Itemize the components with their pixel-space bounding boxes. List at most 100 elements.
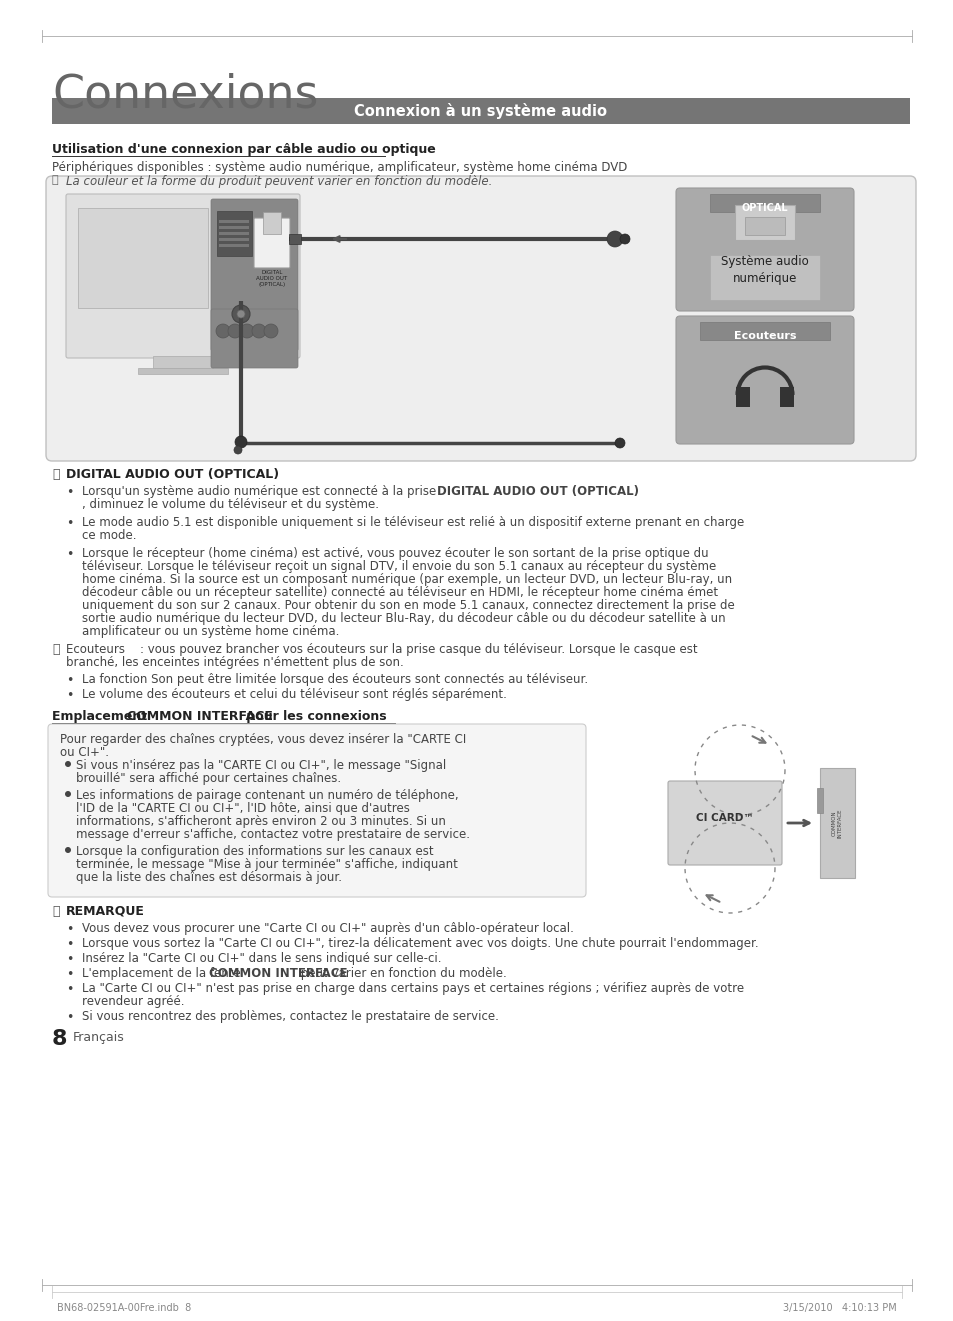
Text: L'emplacement de la fente: L'emplacement de la fente xyxy=(82,967,244,980)
Text: ⓔ: ⓔ xyxy=(52,468,59,481)
Bar xyxy=(52,182,909,454)
Circle shape xyxy=(236,310,245,318)
Text: décodeur câble ou un récepteur satellite) connecté au téléviseur en HDMI, le réc: décodeur câble ou un récepteur satellite… xyxy=(82,587,718,598)
Text: REMARQUE: REMARQUE xyxy=(66,905,145,918)
FancyBboxPatch shape xyxy=(48,724,585,897)
Bar xyxy=(709,255,820,300)
Text: l'ID de la "CARTE CI ou CI+", l'ID hôte, ainsi que d'autres: l'ID de la "CARTE CI ou CI+", l'ID hôte,… xyxy=(76,802,410,815)
Circle shape xyxy=(232,305,250,324)
Text: sortie audio numérique du lecteur DVD, du lecteur Blu-Ray, du décodeur câble ou : sortie audio numérique du lecteur DVD, d… xyxy=(82,612,725,625)
Circle shape xyxy=(240,324,253,338)
Circle shape xyxy=(228,324,242,338)
Circle shape xyxy=(264,324,277,338)
Text: OPTICAL: OPTICAL xyxy=(740,203,787,213)
Bar xyxy=(744,217,784,235)
Bar xyxy=(78,207,208,308)
Text: COMMON INTERFACE: COMMON INTERFACE xyxy=(209,967,348,980)
Text: ⓔ: ⓔ xyxy=(52,905,59,918)
Text: Si vous rencontrez des problèmes, contactez le prestataire de service.: Si vous rencontrez des problèmes, contac… xyxy=(82,1011,498,1022)
Text: Ecouteurs    : vous pouvez brancher vos écouteurs sur la prise casque du télévis: Ecouteurs : vous pouvez brancher vos éco… xyxy=(66,643,697,657)
Text: La "Carte CI ou CI+" n'est pas prise en charge dans certains pays et certaines r: La "Carte CI ou CI+" n'est pas prise en … xyxy=(82,982,743,995)
Circle shape xyxy=(619,234,629,244)
Bar xyxy=(735,387,749,407)
Text: DIGITAL AUDIO OUT (OPTICAL): DIGITAL AUDIO OUT (OPTICAL) xyxy=(66,468,279,481)
Text: 3/15/2010   4:10:13 PM: 3/15/2010 4:10:13 PM xyxy=(782,1303,896,1313)
Text: ⓔ: ⓔ xyxy=(52,174,58,185)
Text: •: • xyxy=(66,674,73,687)
Text: pour les connexions: pour les connexions xyxy=(242,709,386,723)
FancyBboxPatch shape xyxy=(253,218,290,268)
Text: peut varier en fonction du modèle.: peut varier en fonction du modèle. xyxy=(297,967,507,980)
Text: •: • xyxy=(66,690,73,701)
Text: Système audio
numérique: Système audio numérique xyxy=(720,255,808,285)
Bar xyxy=(219,232,249,235)
Text: home cinéma. Si la source est un composant numérique (par exemple, un lecteur DV: home cinéma. Si la source est un composa… xyxy=(82,573,731,587)
Text: Lorsque vous sortez la "Carte CI ou CI+", tirez-la délicatement avec vos doigts.: Lorsque vous sortez la "Carte CI ou CI+"… xyxy=(82,937,758,950)
Text: branché, les enceintes intégrées n'émettent plus de son.: branché, les enceintes intégrées n'émett… xyxy=(66,657,403,668)
Text: •: • xyxy=(66,486,73,499)
Bar xyxy=(734,205,794,240)
Bar xyxy=(709,194,820,211)
FancyBboxPatch shape xyxy=(676,316,853,444)
Text: DIGITAL
AUDIO OUT
(OPTICAL): DIGITAL AUDIO OUT (OPTICAL) xyxy=(256,269,287,287)
Text: revendeur agréé.: revendeur agréé. xyxy=(82,995,184,1008)
Text: informations, s'afficheront après environ 2 ou 3 minutes. Si un: informations, s'afficheront après enviro… xyxy=(76,815,445,828)
Bar xyxy=(816,789,822,812)
Bar xyxy=(289,234,301,244)
FancyBboxPatch shape xyxy=(676,188,853,310)
Bar xyxy=(138,369,228,374)
Text: La couleur et la forme du produit peuvent varier en fonction du modèle.: La couleur et la forme du produit peuven… xyxy=(66,174,492,188)
Text: téléviseur. Lorsque le téléviseur reçoit un signal DTV, il envoie du son 5.1 can: téléviseur. Lorsque le téléviseur reçoit… xyxy=(82,560,716,573)
Text: , diminuez le volume du téléviseur et du système.: , diminuez le volume du téléviseur et du… xyxy=(82,498,378,511)
Text: Les informations de pairage contenant un numéro de téléphone,: Les informations de pairage contenant un… xyxy=(76,789,458,802)
Text: brouillé" sera affiché pour certaines chaînes.: brouillé" sera affiché pour certaines ch… xyxy=(76,771,341,785)
Bar xyxy=(219,244,249,247)
Bar xyxy=(216,211,252,256)
FancyBboxPatch shape xyxy=(211,309,297,369)
Bar xyxy=(152,355,213,369)
Text: terminée, le message "Mise à jour terminée" s'affiche, indiquant: terminée, le message "Mise à jour termin… xyxy=(76,859,457,871)
Circle shape xyxy=(234,436,247,448)
Text: •: • xyxy=(66,968,73,982)
Circle shape xyxy=(65,761,71,768)
FancyBboxPatch shape xyxy=(46,176,915,461)
FancyBboxPatch shape xyxy=(211,199,297,351)
Text: amplificateur ou un système home cinéma.: amplificateur ou un système home cinéma. xyxy=(82,625,339,638)
Text: Le mode audio 5.1 est disponible uniquement si le téléviseur est relié à un disp: Le mode audio 5.1 est disponible uniquem… xyxy=(82,517,743,528)
Circle shape xyxy=(615,439,624,448)
Text: CI CARD™: CI CARD™ xyxy=(696,812,753,823)
Text: COMMON INTERFACE: COMMON INTERFACE xyxy=(127,709,273,723)
Text: Pour regarder des chaînes cryptées, vous devez insérer la "CARTE CI: Pour regarder des chaînes cryptées, vous… xyxy=(60,733,466,746)
Circle shape xyxy=(252,324,266,338)
Text: uniquement du son sur 2 canaux. Pour obtenir du son en mode 5.1 canaux, connecte: uniquement du son sur 2 canaux. Pour obt… xyxy=(82,598,734,612)
Text: DIGITAL AUDIO OUT (OPTICAL): DIGITAL AUDIO OUT (OPTICAL) xyxy=(436,485,639,498)
Text: ⓔ: ⓔ xyxy=(52,643,59,657)
Bar xyxy=(219,221,249,223)
FancyBboxPatch shape xyxy=(667,781,781,865)
Text: •: • xyxy=(66,952,73,966)
Text: message d'erreur s'affiche, contactez votre prestataire de service.: message d'erreur s'affiche, contactez vo… xyxy=(76,828,470,841)
Bar xyxy=(219,238,249,240)
Text: Vous devez vous procurer une "Carte CI ou CI+" auprès d'un câblo-opérateur local: Vous devez vous procurer une "Carte CI o… xyxy=(82,922,574,935)
Text: Emplacement: Emplacement xyxy=(52,709,152,723)
Text: Insérez la "Carte CI ou CI+" dans le sens indiqué sur celle-ci.: Insérez la "Carte CI ou CI+" dans le sen… xyxy=(82,952,441,966)
Bar xyxy=(700,322,829,339)
Text: Connexion à un système audio: Connexion à un système audio xyxy=(355,103,607,119)
Text: •: • xyxy=(66,548,73,561)
Text: Si vous n'insérez pas la "CARTE CI ou CI+", le message "Signal: Si vous n'insérez pas la "CARTE CI ou CI… xyxy=(76,760,446,771)
Bar xyxy=(820,768,854,878)
Bar xyxy=(780,387,793,407)
Text: Utilisation d'une connexion par câble audio ou optique: Utilisation d'une connexion par câble au… xyxy=(52,143,436,156)
Text: COMMON
INTERFACE: COMMON INTERFACE xyxy=(831,808,842,838)
Text: Lorsque la configuration des informations sur les canaux est: Lorsque la configuration des information… xyxy=(76,845,434,859)
Text: Connexions: Connexions xyxy=(52,73,318,118)
Bar xyxy=(52,98,909,124)
Circle shape xyxy=(65,847,71,853)
Text: •: • xyxy=(66,923,73,937)
Text: ce mode.: ce mode. xyxy=(82,528,136,542)
FancyBboxPatch shape xyxy=(66,194,299,358)
Text: •: • xyxy=(66,517,73,530)
Text: Ecouteurs: Ecouteurs xyxy=(733,332,796,341)
Circle shape xyxy=(65,791,71,797)
Circle shape xyxy=(606,231,622,247)
